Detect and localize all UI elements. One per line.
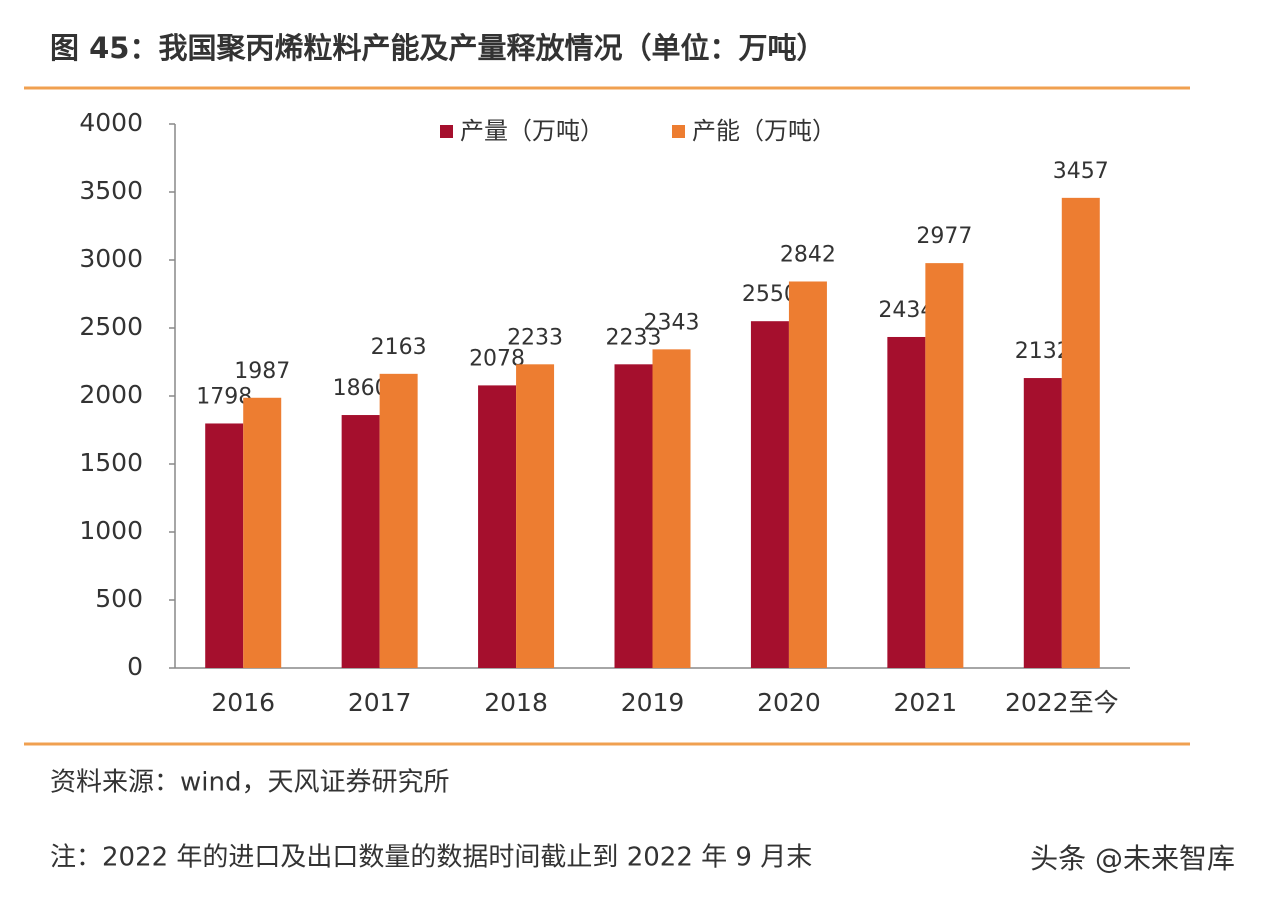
x-tick-label: 2016 bbox=[211, 688, 275, 717]
source: 资料来源：wind，天风证券研究所 bbox=[50, 768, 449, 798]
y-tick-label: 4000 bbox=[79, 108, 143, 137]
legend-label: 产能（万吨） bbox=[692, 117, 836, 145]
x-tick-label: 2019 bbox=[621, 688, 685, 717]
value-label: 2132 bbox=[1015, 339, 1071, 364]
bar bbox=[478, 385, 517, 668]
value-label: 1987 bbox=[234, 359, 290, 384]
bar bbox=[887, 336, 926, 668]
chart-title: 图 45：我国聚丙烯粒料产能及产量释放情况（单位：万吨） bbox=[50, 31, 825, 65]
note: 注：2022 年的进口及出口数量的数据时间截止到 2022 年 9 月末 bbox=[50, 843, 812, 873]
bar bbox=[516, 364, 555, 668]
bar bbox=[1061, 197, 1100, 668]
x-tick-label: 2022至今 bbox=[1005, 688, 1119, 717]
bar bbox=[750, 321, 789, 668]
y-tick-label: 3000 bbox=[79, 244, 143, 273]
bar bbox=[243, 397, 282, 668]
bar bbox=[652, 349, 691, 668]
legend-marker bbox=[440, 125, 453, 138]
value-label: 2343 bbox=[644, 310, 700, 335]
bar bbox=[205, 423, 244, 668]
legend-label: 产量（万吨） bbox=[460, 117, 604, 145]
bar bbox=[614, 364, 653, 668]
x-tick-label: 2020 bbox=[757, 688, 821, 717]
bar bbox=[788, 281, 827, 668]
value-label: 1860 bbox=[333, 376, 389, 401]
value-label: 3457 bbox=[1053, 159, 1109, 184]
y-tick-label: 0 bbox=[127, 652, 143, 681]
y-tick-label: 500 bbox=[95, 584, 143, 613]
value-label: 2233 bbox=[507, 325, 563, 350]
x-tick-label: 2017 bbox=[348, 688, 412, 717]
value-label: 2550 bbox=[742, 282, 798, 307]
y-tick-label: 2000 bbox=[79, 380, 143, 409]
value-label: 2078 bbox=[469, 346, 525, 371]
bar bbox=[341, 415, 380, 668]
x-tick-label: 2021 bbox=[894, 688, 958, 717]
bar bbox=[1023, 378, 1062, 668]
y-tick-label: 1000 bbox=[79, 516, 143, 545]
value-label: 2977 bbox=[916, 224, 972, 249]
bar bbox=[925, 263, 964, 668]
value-label: 2233 bbox=[606, 325, 662, 350]
watermark: 头条 @未来智库 bbox=[1030, 842, 1235, 875]
y-tick-label: 3500 bbox=[79, 176, 143, 205]
legend-marker bbox=[672, 125, 685, 138]
value-label: 2163 bbox=[371, 335, 427, 360]
value-label: 1798 bbox=[196, 384, 252, 409]
y-tick-label: 2500 bbox=[79, 312, 143, 341]
bar bbox=[379, 373, 418, 668]
value-label: 2842 bbox=[780, 242, 836, 267]
value-label: 2434 bbox=[878, 298, 934, 323]
x-tick-label: 2018 bbox=[484, 688, 548, 717]
y-tick-label: 1500 bbox=[79, 448, 143, 477]
